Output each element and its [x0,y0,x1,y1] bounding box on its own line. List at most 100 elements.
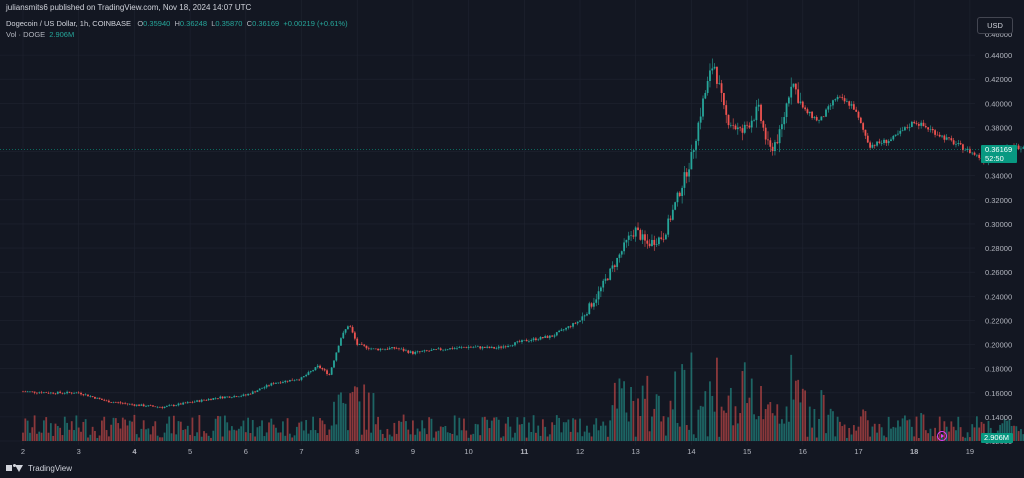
volume-bar [934,427,936,441]
candle-body [885,139,888,144]
replay-icon[interactable] [937,431,947,441]
volume-bar [709,381,711,441]
symbol-title[interactable]: Dogecoin / US Dollar, 1h, COINBASE [6,19,132,28]
volume-bar [152,426,154,441]
volume-bar [899,426,902,441]
volume-bar [890,428,892,441]
candle-body [240,395,243,397]
candle-body [692,150,695,152]
volume-bar [430,418,433,441]
volume-bar [583,431,586,441]
volume-bar [952,426,955,441]
volume-bar [894,427,897,441]
volume-bar [268,422,270,441]
currency-button[interactable]: USD [977,17,1013,34]
candle-body [237,396,240,398]
volume-bar [490,420,493,441]
candle-body [899,130,902,134]
price-tick-label: 0.24000 [985,292,1012,301]
candle-body [251,391,254,395]
candle-body [268,385,270,386]
volume-bar [235,430,238,441]
volume-bar [298,422,301,441]
volume-bar [205,433,208,441]
volume-bar [973,427,976,441]
volume-bar [467,437,470,441]
candle-body [495,348,498,349]
candle-body [474,346,477,348]
volume-bar [47,432,50,441]
candle-body [105,400,108,402]
candle-body [112,402,115,403]
candle-body [200,399,203,402]
candle-body [207,399,210,401]
volume-bar [179,421,182,441]
volume-bar [864,411,867,441]
candle-body [567,326,570,328]
volume-bar [641,385,644,441]
candle-body [725,105,728,115]
volume-bar [590,436,593,441]
time-tick-label: 2 [21,447,25,456]
volume-bar [254,436,256,441]
candle-body [671,209,674,220]
candle-body [857,111,860,118]
candle-body [683,172,686,188]
volume-bar [175,434,178,441]
volume-bar [523,417,526,441]
volume-bar [237,428,240,441]
volume-bar [1017,431,1020,441]
volume-bar [110,424,113,441]
candle-body [107,400,110,403]
candle-body [625,239,628,243]
price-tick-label: 0.42000 [985,75,1012,84]
tradingview-logo-icon [6,464,24,473]
candle-body [662,238,665,240]
candle-body [755,106,758,121]
volume-bar [646,375,649,441]
volume-bar [695,437,697,441]
volume-bar [63,416,66,441]
candle-body [400,348,403,350]
candle-body [319,365,321,369]
candle-body [709,70,711,82]
volume-bar [182,429,185,441]
candle-body [528,341,530,342]
volume-bar [681,364,684,441]
volume-bar [702,406,704,441]
volume-bar [128,420,131,441]
candle-body [407,350,410,353]
candle-body [379,348,382,351]
volume-bar [855,430,858,441]
volume-bar [862,409,865,441]
candle-body [583,315,586,317]
volume-bar [602,421,605,441]
candle-body [839,96,841,98]
candle-body [609,268,612,280]
volume-bar [711,395,714,441]
volume-bar [804,390,807,441]
candle-body [409,351,412,353]
volume-bar [458,417,461,441]
candle-body [878,141,881,144]
volume-legend-label[interactable]: Vol · DOGE [6,30,46,39]
candle-body [446,349,449,351]
candle-body [203,399,205,401]
candle-body [806,109,809,114]
volume-bar [435,431,438,441]
candle-body [595,299,598,303]
candle-body [931,129,934,131]
volume-legend-value: 2.906M [49,30,75,39]
candle-body [641,234,644,240]
volume-bar [920,413,923,441]
candle-body [170,405,173,406]
footer-brand[interactable]: TradingView [6,464,72,473]
candle-body [599,287,602,292]
volume-bar [460,430,463,441]
volume-bar [500,437,502,441]
volume-bar [75,415,78,441]
volume-bar [504,423,507,441]
candle-body [224,396,226,399]
candle-body [465,347,468,348]
